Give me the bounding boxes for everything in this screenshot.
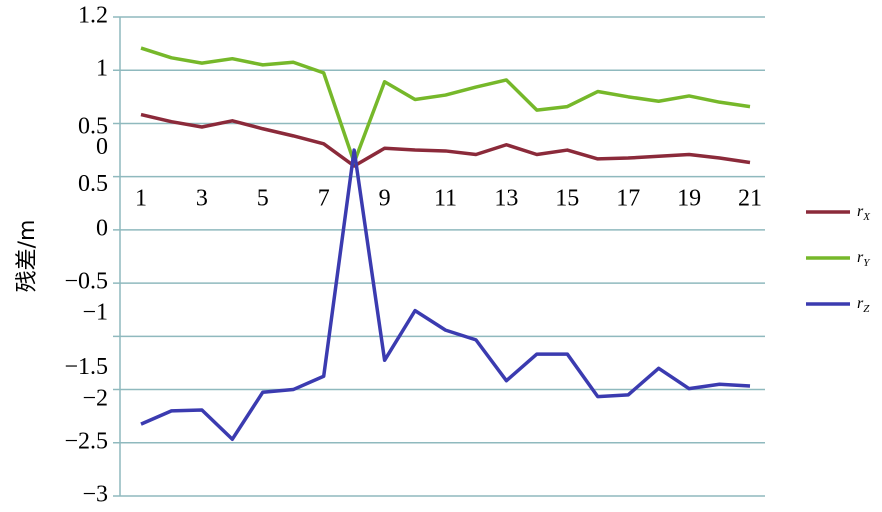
y-tick-label: −3 [82, 482, 108, 508]
y-tick-label: 1 [96, 56, 108, 82]
y-tick-label: −0.5 [64, 269, 108, 295]
x-tick-label: 13 [494, 186, 518, 212]
series-line [140, 112, 751, 168]
y-tick-label: 1.2 [78, 3, 108, 29]
x-tick-label: 3 [196, 186, 208, 212]
y-tick-label: −1 [82, 300, 108, 326]
y-tick-label: −2 [82, 386, 108, 412]
x-tick-label: 1 [135, 186, 147, 212]
x-tick-label: 17 [616, 186, 640, 212]
x-tick-label: 5 [257, 186, 269, 212]
x-tick-label: 19 [677, 186, 701, 212]
x-tick-label: 21 [738, 186, 762, 212]
y-tick-label: 0.5 [78, 113, 108, 139]
legend-label: rZ [857, 295, 870, 315]
series-line [140, 148, 751, 441]
y-tick-label: −2.5 [64, 428, 108, 454]
y-tick-label: 0.5 [78, 171, 108, 197]
series-line [140, 46, 751, 165]
legend-label: rX [857, 203, 871, 223]
y-tick-label: −1.5 [64, 354, 108, 380]
y-tick-label: 0 [96, 134, 108, 160]
x-tick-label: 11 [434, 186, 457, 212]
y-tick-label: 0 [96, 215, 108, 241]
y-axis-title: 残差/m [15, 220, 40, 293]
x-tick-label: 7 [318, 186, 330, 212]
x-tick-label: 9 [379, 186, 391, 212]
x-tick-label: 15 [555, 186, 579, 212]
legend-label: rY [857, 249, 871, 269]
